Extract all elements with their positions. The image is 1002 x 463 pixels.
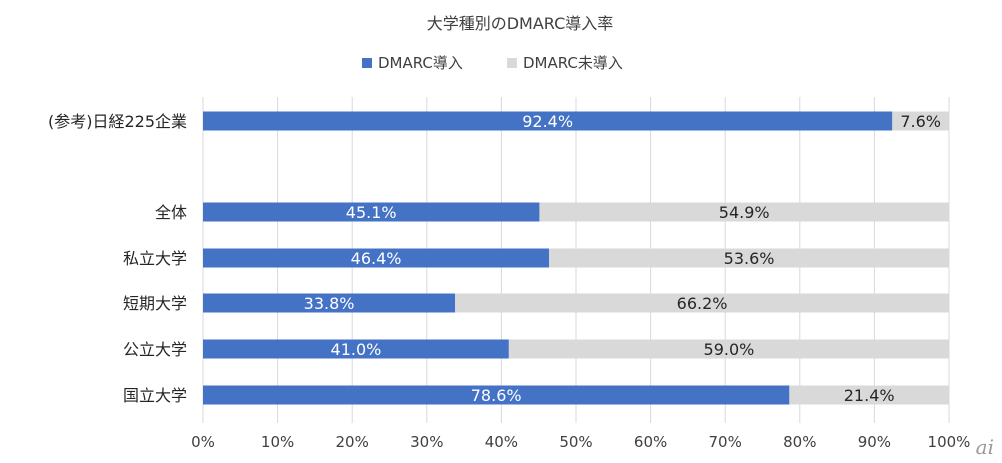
data-label-dmarc-adopted: 46.4% bbox=[351, 249, 402, 268]
x-tick-label: 70% bbox=[709, 433, 742, 451]
bar-dmarc-adopted bbox=[203, 111, 893, 131]
legend-swatch-dmarc-not-adopted bbox=[507, 58, 517, 68]
chart-title: 大学種別のDMARC導入率 bbox=[427, 14, 614, 33]
data-label-dmarc-not-adopted: 7.6% bbox=[900, 112, 941, 131]
x-tick-label: 40% bbox=[485, 433, 518, 451]
x-tick-label: 0% bbox=[191, 433, 215, 451]
x-axis-tick-labels: 0% 10% 20% 30% 40% 50% 60% 70% 80% 90% 100% bbox=[191, 433, 970, 451]
x-tick-label: 60% bbox=[634, 433, 667, 451]
legend-swatch-dmarc-adopted bbox=[362, 58, 372, 68]
bar-dmarc-not-adopted bbox=[892, 111, 949, 131]
category-label: 国立大学 bbox=[123, 386, 187, 405]
data-label-dmarc-adopted: 78.6% bbox=[471, 386, 522, 405]
data-label-dmarc-adopted: 33.8% bbox=[304, 294, 355, 313]
legend-label-dmarc-adopted: DMARC導入 bbox=[378, 54, 463, 72]
data-label-dmarc-adopted: 92.4% bbox=[522, 112, 573, 131]
watermark-logo: ai bbox=[975, 435, 994, 459]
legend: DMARC導入 DMARC未導入 bbox=[362, 54, 623, 72]
data-label-dmarc-not-adopted: 54.9% bbox=[719, 203, 770, 222]
bar-dmarc-not-adopted bbox=[549, 248, 949, 268]
bar-dmarc-not-adopted bbox=[508, 339, 949, 359]
x-tick-label: 90% bbox=[858, 433, 891, 451]
x-tick-label: 50% bbox=[559, 433, 592, 451]
data-label-dmarc-not-adopted: 66.2% bbox=[677, 294, 728, 313]
bar-dmarc-adopted bbox=[203, 339, 509, 359]
x-tick-label: 10% bbox=[261, 433, 294, 451]
x-tick-label: 30% bbox=[410, 433, 443, 451]
category-label: 全体 bbox=[155, 203, 187, 222]
bar-dmarc-not-adopted bbox=[789, 385, 949, 405]
x-tick-label: 20% bbox=[336, 433, 369, 451]
bar-dmarc-adopted bbox=[203, 202, 540, 222]
bar-dmarc-not-adopted bbox=[539, 202, 949, 222]
legend-label-dmarc-not-adopted: DMARC未導入 bbox=[523, 54, 623, 72]
bar-dmarc-adopted bbox=[203, 385, 790, 405]
category-label: 公立大学 bbox=[123, 340, 187, 359]
category-label: 短期大学 bbox=[123, 294, 187, 313]
data-label-dmarc-adopted: 41.0% bbox=[331, 340, 382, 359]
x-tick-label: 80% bbox=[783, 433, 816, 451]
data-label-dmarc-not-adopted: 53.6% bbox=[724, 249, 775, 268]
bar-dmarc-adopted bbox=[203, 248, 550, 268]
data-labels: 92.4% 7.6% 45.1% 54.9% 46.4% 53.6% 33.8% 66.2% 4… bbox=[304, 112, 941, 405]
data-label-dmarc-adopted: 45.1% bbox=[346, 203, 397, 222]
bars bbox=[203, 111, 949, 405]
data-label-dmarc-not-adopted: 21.4% bbox=[844, 386, 895, 405]
bar-dmarc-adopted bbox=[203, 293, 456, 313]
category-label: (参考)日経225企業 bbox=[48, 112, 187, 131]
x-tick-label: 100% bbox=[928, 433, 971, 451]
data-label-dmarc-not-adopted: 59.0% bbox=[704, 340, 755, 359]
category-label: 私立大学 bbox=[123, 249, 187, 268]
bar-dmarc-not-adopted bbox=[455, 293, 949, 313]
